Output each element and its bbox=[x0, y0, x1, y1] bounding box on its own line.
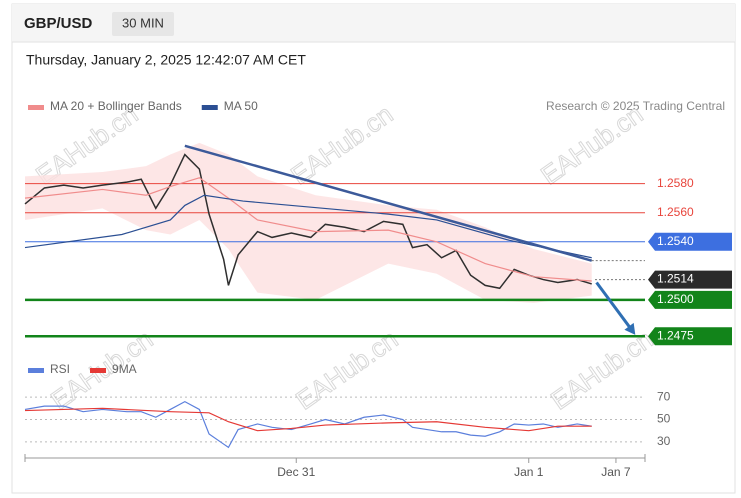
legend-swatch bbox=[201, 105, 218, 110]
series-line bbox=[24, 400, 592, 449]
level-label: 1.2580 bbox=[657, 176, 694, 190]
series-line bbox=[24, 153, 592, 290]
level-label: 1.2560 bbox=[657, 205, 694, 219]
level-box bbox=[648, 232, 732, 251]
level-box bbox=[648, 290, 732, 309]
forecast-arrow bbox=[595, 281, 632, 329]
bollinger-band bbox=[25, 142, 592, 303]
x-tick-label: Dec 31 bbox=[277, 465, 315, 479]
y-tick-label: 30 bbox=[657, 434, 671, 448]
level-label: 1.2540 bbox=[657, 234, 694, 248]
level-label: 1.2500 bbox=[657, 292, 694, 306]
x-tick-label: Jan 7 bbox=[601, 465, 631, 479]
y-tick-label: 50 bbox=[657, 412, 671, 426]
interval: 30 MIN bbox=[122, 15, 164, 30]
plot: 1.2580 1.2560 1.2540 1.2514 1.2500 1.2475 MA 2… bbox=[24, 99, 732, 479]
legend-swatch bbox=[90, 368, 107, 373]
legend-label: MA 20 + Bollinger Bands bbox=[50, 99, 182, 113]
legend-label: 9MA bbox=[112, 362, 137, 376]
timestamp: Thursday, January 2, 2025 12:42:07 AM CE… bbox=[26, 52, 306, 68]
legend-label: MA 50 bbox=[224, 99, 258, 113]
series-line bbox=[24, 177, 592, 282]
legend-swatch bbox=[28, 368, 44, 373]
level-box bbox=[648, 327, 732, 346]
level-label: 1.2475 bbox=[657, 328, 694, 342]
legend-label: RSI bbox=[50, 362, 70, 376]
credit: Research © 2025 Trading Central bbox=[546, 99, 725, 113]
series-line bbox=[24, 194, 592, 259]
level-label: 1.2514 bbox=[657, 272, 694, 286]
y-tick-label: 70 bbox=[657, 389, 671, 403]
interval-chip bbox=[112, 12, 174, 36]
forecast-arrowhead bbox=[624, 322, 636, 335]
trendline bbox=[184, 144, 593, 262]
symbol: GBP/USD bbox=[24, 15, 93, 32]
legend-swatch bbox=[28, 105, 44, 110]
series-line bbox=[24, 407, 592, 432]
level-box bbox=[648, 270, 732, 289]
x-tick-label: Jan 1 bbox=[514, 465, 544, 479]
